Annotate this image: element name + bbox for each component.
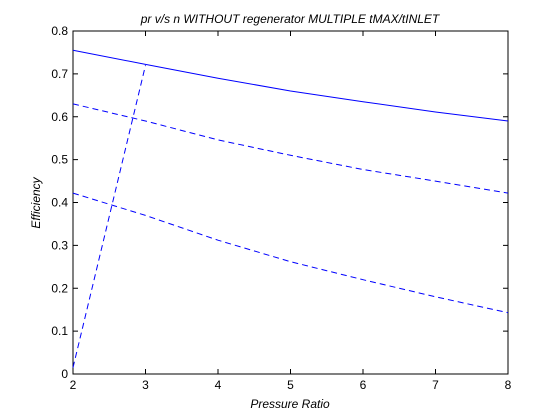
x-tick-label: 2 <box>70 378 77 392</box>
series-line-1 <box>72 49 509 122</box>
y-tick-label: 0 <box>61 367 68 381</box>
x-axis-ticks: 2 3 4 5 6 7 8 <box>70 31 512 392</box>
y-tick-label: 0.7 <box>51 67 68 81</box>
x-tick-label: 7 <box>432 378 439 392</box>
y-tick-label: 0.5 <box>51 153 68 167</box>
series-line-2 <box>72 103 509 194</box>
x-tick-label: 6 <box>360 378 367 392</box>
plot-area <box>72 30 509 375</box>
series-layer <box>72 49 509 368</box>
y-tick-label: 0.3 <box>51 238 68 252</box>
series-line-4 <box>72 65 146 368</box>
chart-title: pr v/s n WITHOUT regenerator MULTIPLE tM… <box>140 12 441 26</box>
x-tick-label: 3 <box>142 378 149 392</box>
y-axis-ticks: 0 0.1 0.2 0.3 0.4 0.5 0.6 0.7 0.8 <box>51 24 508 381</box>
x-tick-label: 5 <box>287 378 294 392</box>
x-tick-label: 8 <box>505 378 512 392</box>
x-axis-title: Pressure Ratio <box>250 397 330 411</box>
y-tick-label: 0.6 <box>51 110 68 124</box>
y-tick-label: 0.1 <box>51 324 68 338</box>
series-line-3 <box>72 192 509 314</box>
y-tick-label: 0.4 <box>51 196 68 210</box>
y-axis-title: Efficiency <box>29 176 43 228</box>
y-tick-label: 0.8 <box>51 24 68 38</box>
x-tick-label: 4 <box>215 378 222 392</box>
y-tick-label: 0.2 <box>51 281 68 295</box>
